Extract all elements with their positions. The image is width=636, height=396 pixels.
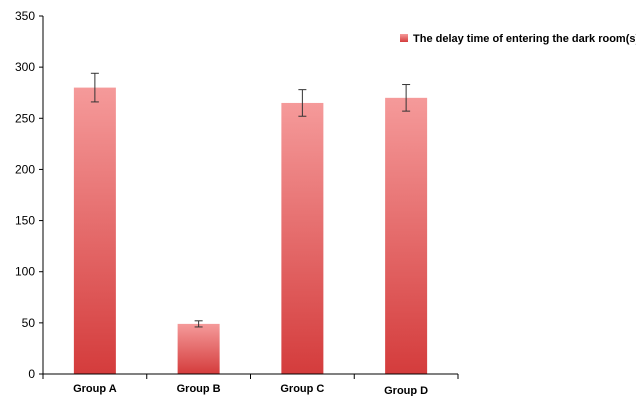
bar-group-a (73, 87, 116, 374)
y-tick-label: 350 (15, 9, 35, 23)
error-bar (402, 84, 411, 112)
legend: The delay time of entering the dark room… (400, 33, 636, 45)
x-tick-label: Group D (384, 385, 428, 396)
y-axis-ticks: 0 50 100 150 200 250 300 350 (15, 9, 43, 381)
error-bar (90, 72, 99, 103)
x-tick-label: Group B (177, 383, 221, 395)
y-tick-label: 100 (15, 265, 35, 279)
bar-group-c (281, 102, 324, 374)
y-tick-label: 300 (15, 60, 35, 74)
error-bars (90, 72, 411, 328)
y-tick-label: 150 (15, 214, 35, 228)
y-tick-label: 250 (15, 111, 35, 125)
error-bar (194, 320, 203, 328)
x-tick-label: Group C (280, 383, 324, 395)
x-axis-ticks: Group A Group B Group C Group D (42, 374, 459, 396)
bar-group-b (177, 323, 220, 374)
y-tick-label: 200 (15, 162, 35, 176)
y-tick-label: 50 (22, 316, 36, 330)
x-tick-label: Group A (73, 383, 117, 395)
error-bar (298, 89, 307, 117)
bars (73, 87, 428, 374)
y-tick-label: 0 (28, 367, 35, 381)
legend-swatch (400, 34, 408, 42)
bar-group-d (385, 97, 428, 374)
legend-label: The delay time of entering the dark room… (413, 33, 636, 45)
